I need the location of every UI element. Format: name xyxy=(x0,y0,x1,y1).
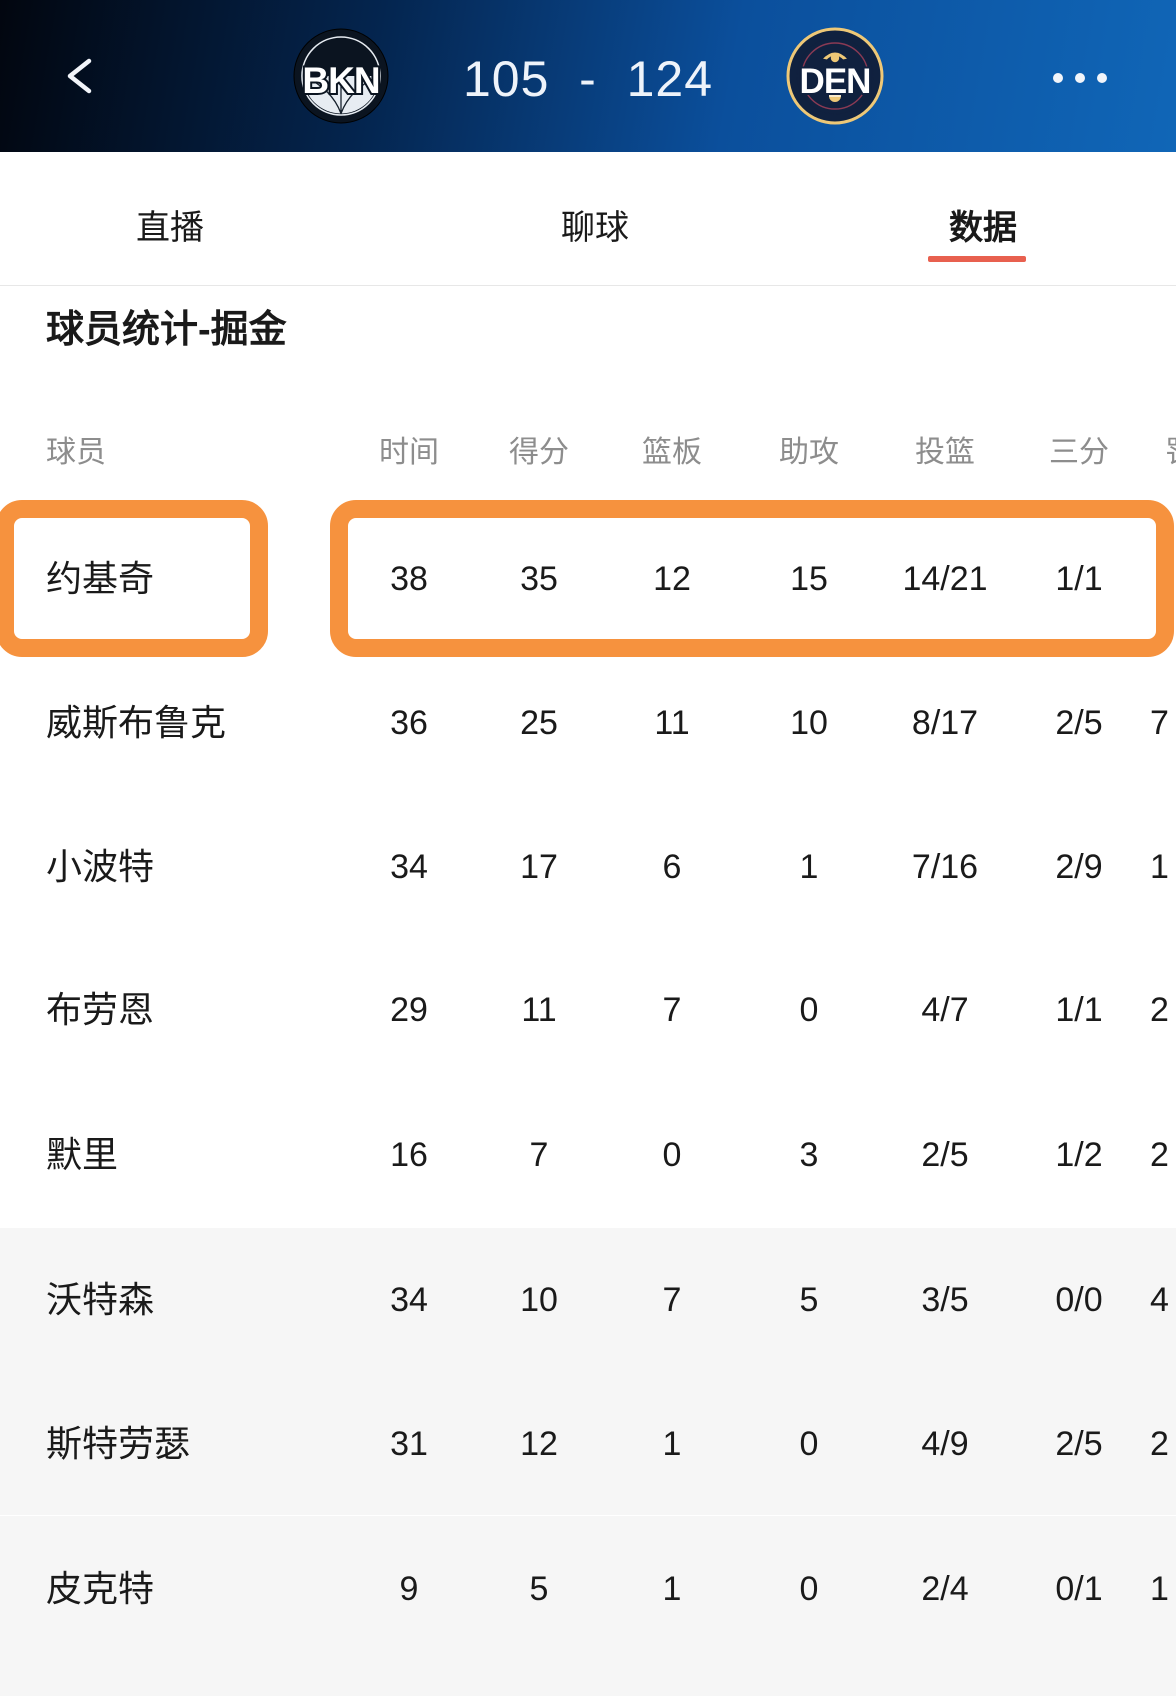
svg-text:DEN: DEN xyxy=(800,62,871,101)
svg-text:BKN: BKN xyxy=(302,60,379,101)
